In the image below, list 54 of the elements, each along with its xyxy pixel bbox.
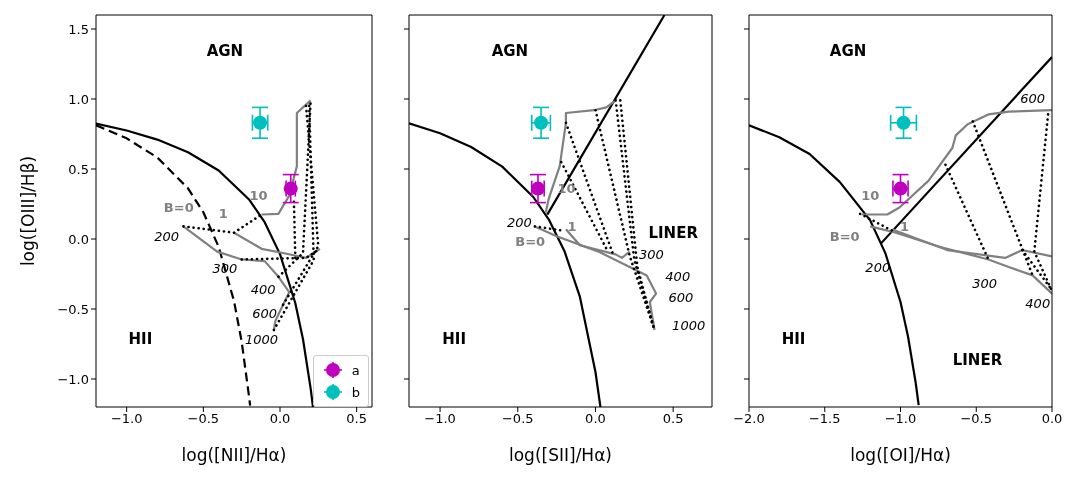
x-tick-label: −1.5 [808,411,841,427]
y-tick-label: −1.0 [57,371,89,387]
annotation: 300 [638,247,664,263]
x-tick-label: −2.0 [733,411,765,427]
annotation: 10 [861,188,880,204]
legend-label: b [351,384,360,400]
y-tick-label: −0.5 [57,301,89,317]
x-axis-title: log([SII]/Hα) [509,445,612,465]
x-tick-label: −0.5 [187,411,220,427]
x-tick-label: 0.5 [662,411,684,427]
annotation: 10 [249,188,268,204]
x-tick-label: −0.5 [960,411,993,427]
annotation: AGN [206,42,244,61]
annotation: AGN [491,42,529,61]
annotation: 600 [1020,91,1046,107]
annotation: 1 [899,218,909,234]
annotation: 600 [668,290,694,306]
x-tick-label: −1.0 [424,411,456,427]
y-tick-label: 0.0 [68,231,89,247]
annotation: 200 [154,228,180,244]
annotation: 400 [1025,296,1051,312]
x-tick-label: 0.0 [1041,411,1063,427]
annotation: 1000 [672,318,706,334]
annotation: B=0 [515,234,546,250]
annotation: LINER [952,350,1003,369]
annotation: 400 [665,269,691,285]
annotation: HII [781,330,806,349]
annotation: 600 [252,305,278,321]
x-tick-label: 0.0 [585,411,606,427]
annotation: 200 [865,260,891,276]
y-tick-label: 1.5 [68,21,89,37]
x-tick-label: −0.5 [501,411,534,427]
annotation: 1000 [245,332,279,348]
annotation: B=0 [829,228,860,244]
annotation: HII [128,330,153,349]
annotation: HII [442,330,467,349]
x-tick-label: 0.0 [269,411,291,427]
annotation: AGN [829,42,867,61]
x-tick-label: −1.0 [110,411,143,427]
y-axis-title: log([OIII]/Hβ) [18,155,39,267]
x-tick-label: 0.5 [346,411,368,427]
y-tick-label: 0.5 [68,161,89,177]
x-axis-title: log([OI]/Hα) [850,445,951,465]
annotation: 300 [972,275,998,291]
annotation: 1 [567,218,577,234]
annotation: 200 [506,214,532,230]
x-axis-title: log([NII]/Hα) [181,445,287,465]
legend-label: a [351,362,360,378]
x-tick-label: −1.0 [884,411,917,427]
annotation: LINER [648,224,699,243]
annotation: 400 [250,281,276,297]
annotation: B=0 [163,199,194,215]
annotation: 1 [218,206,228,222]
y-tick-label: 1.0 [68,91,89,107]
